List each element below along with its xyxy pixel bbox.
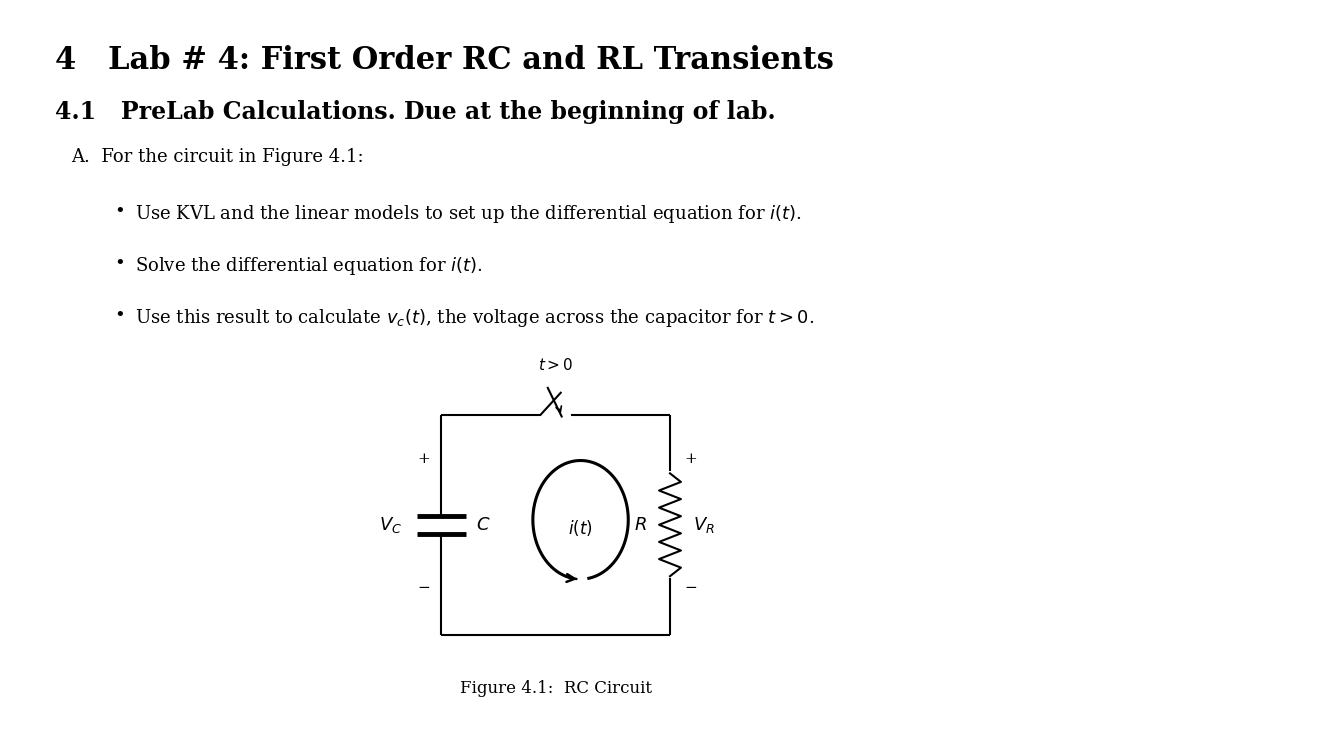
Text: Solve the differential equation for $i(t)$.: Solve the differential equation for $i(t… bbox=[134, 255, 482, 277]
Text: $i(t)$: $i(t)$ bbox=[568, 518, 592, 538]
Text: $C$: $C$ bbox=[476, 515, 490, 534]
Text: Figure 4.1:  RC Circuit: Figure 4.1: RC Circuit bbox=[460, 680, 651, 697]
Text: Use KVL and the linear models to set up the differential equation for $i(t)$.: Use KVL and the linear models to set up … bbox=[134, 204, 801, 225]
Text: 4   Lab # 4: First Order RC and RL Transients: 4 Lab # 4: First Order RC and RL Transie… bbox=[55, 45, 833, 76]
Bar bbox=[414, 515, 468, 535]
Text: +: + bbox=[417, 452, 430, 466]
Text: $V_R$: $V_R$ bbox=[693, 515, 714, 535]
Text: A.  For the circuit in Figure 4.1:: A. For the circuit in Figure 4.1: bbox=[71, 148, 363, 166]
Text: $R$: $R$ bbox=[634, 515, 647, 534]
Text: $V_C$: $V_C$ bbox=[379, 515, 402, 535]
Text: Use this result to calculate $v_c(t)$, the voltage across the capacitor for $t >: Use this result to calculate $v_c(t)$, t… bbox=[134, 307, 813, 328]
Text: $-$: $-$ bbox=[685, 579, 697, 592]
Text: +: + bbox=[685, 452, 697, 466]
Text: 4.1   PreLab Calculations. Due at the beginning of lab.: 4.1 PreLab Calculations. Due at the begi… bbox=[55, 100, 776, 124]
Text: $-$: $-$ bbox=[417, 579, 430, 592]
Text: •: • bbox=[115, 204, 126, 222]
Bar bbox=[657, 471, 683, 578]
Text: $t>0$: $t>0$ bbox=[539, 357, 574, 373]
Text: •: • bbox=[115, 255, 126, 273]
Text: •: • bbox=[115, 307, 126, 325]
